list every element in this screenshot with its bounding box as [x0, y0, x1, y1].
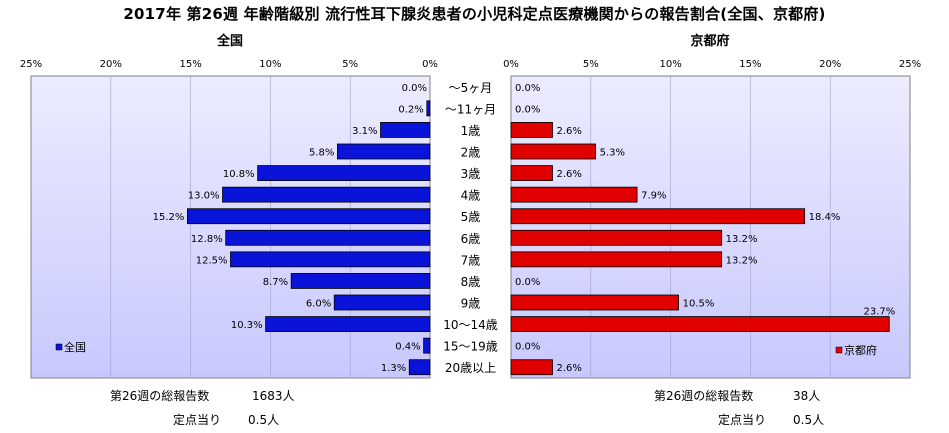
national-per-site-value: 0.5人 — [248, 413, 280, 427]
national-legend-label: 全国 — [64, 340, 86, 354]
national-data-label: 3.1% — [352, 126, 377, 137]
national-total-value: 1683人 — [252, 389, 295, 403]
kyoto-data-label: 0.0% — [515, 104, 540, 115]
kyoto-x-tick-label: 5% — [583, 59, 599, 70]
national-x-tick-label: 5% — [342, 59, 358, 70]
kyoto-bar — [510, 251, 723, 268]
age-group-label: 15～19歳 — [443, 340, 498, 354]
kyoto-data-label: 0.0% — [515, 277, 540, 288]
kyoto-x-tick-label: 15% — [739, 59, 761, 70]
national-x-tick-label: 15% — [179, 59, 201, 70]
kyoto-x-tick-label: 0% — [503, 59, 519, 70]
national-bar — [426, 100, 431, 117]
national-panel-title: 全国 — [216, 33, 243, 49]
kyoto-bar — [510, 294, 679, 311]
chart-title: 2017年 第26週 年齢階級別 流行性耳下腺炎患者の小児科定点医療機関からの報… — [123, 5, 826, 23]
national-data-label: 8.7% — [263, 277, 288, 288]
age-group-label: 5歳 — [461, 210, 481, 224]
kyoto-data-label: 13.2% — [726, 234, 758, 245]
national-bar — [257, 165, 431, 181]
kyoto-x-tick-label: 10% — [659, 59, 681, 70]
kyoto-per-site-value: 0.5人 — [793, 413, 825, 427]
kyoto-data-label: 23.7% — [863, 307, 895, 318]
age-group-label: ～11ヶ月 — [445, 102, 496, 116]
age-group-label: 3歳 — [461, 167, 481, 181]
national-data-label: 12.5% — [196, 255, 228, 266]
national-data-label: 12.8% — [191, 234, 223, 245]
national-data-label: 10.8% — [223, 169, 255, 180]
national-data-label: 6.0% — [306, 299, 331, 310]
kyoto-data-label: 0.0% — [515, 83, 540, 94]
age-group-label: 8歳 — [461, 275, 481, 289]
age-group-label: 1歳 — [461, 124, 481, 138]
age-group-label: 6歳 — [461, 232, 481, 246]
national-data-label: 13.0% — [188, 191, 220, 202]
kyoto-data-label: 7.9% — [641, 191, 666, 202]
age-group-label: 7歳 — [461, 253, 481, 267]
national-per-site-label: 定点当り — [173, 413, 222, 427]
national-bar — [380, 122, 431, 138]
age-group-label: ～5ヶ月 — [449, 81, 493, 95]
national-bar — [225, 229, 431, 246]
national-x-tick-label: 0% — [422, 59, 438, 70]
national-data-label: 5.8% — [309, 148, 334, 159]
kyoto-data-label: 5.3% — [600, 148, 625, 159]
kyoto-bar — [510, 359, 553, 376]
national-data-label: 0.4% — [395, 342, 420, 353]
national-bar — [423, 337, 431, 354]
kyoto-bar — [510, 208, 806, 225]
kyoto-bar — [510, 165, 553, 181]
national-bar — [408, 359, 431, 376]
kyoto-data-label: 2.6% — [556, 363, 581, 374]
kyoto-data-label: 2.6% — [556, 169, 581, 180]
kyoto-data-label: 10.5% — [683, 299, 715, 310]
national-total-label: 第26週の総報告数 — [110, 389, 210, 403]
kyoto-total-label: 第26週の総報告数 — [654, 389, 754, 403]
national-x-tick-label: 10% — [259, 59, 281, 70]
national-data-label: 15.2% — [153, 212, 185, 223]
kyoto-panel-title: 京都府 — [690, 33, 729, 49]
kyoto-bar — [510, 122, 553, 138]
national-data-label: 1.3% — [381, 363, 406, 374]
age-group-label: 2歳 — [461, 146, 481, 160]
kyoto-bar — [510, 229, 723, 246]
national-data-label: 0.0% — [402, 83, 427, 94]
kyoto-bar — [510, 143, 596, 160]
national-bar — [265, 316, 431, 332]
kyoto-legend-swatch — [835, 346, 843, 354]
national-bar — [337, 143, 431, 160]
kyoto-total-value: 38人 — [793, 389, 821, 403]
national-bar — [187, 208, 431, 225]
kyoto-per-site-label: 定点当り — [718, 413, 767, 427]
national-bar — [333, 294, 431, 311]
kyoto-plot-area — [510, 75, 911, 379]
national-bar — [230, 251, 431, 268]
national-x-tick-label: 20% — [100, 59, 122, 70]
kyoto-bar — [510, 186, 638, 203]
kyoto-data-label: 13.2% — [726, 255, 758, 266]
national-x-tick-label: 25% — [20, 59, 42, 70]
national-legend-swatch — [55, 343, 63, 351]
national-bar — [290, 273, 431, 289]
age-group-label: 4歳 — [461, 189, 481, 203]
kyoto-legend-label: 京都府 — [844, 343, 877, 357]
kyoto-bar — [510, 316, 890, 332]
kyoto-data-label: 2.6% — [556, 126, 581, 137]
national-data-label: 10.3% — [231, 320, 263, 331]
kyoto-data-label: 0.0% — [515, 342, 540, 353]
national-plot-area — [30, 75, 431, 379]
age-group-label: 10～14歳 — [443, 318, 498, 332]
age-group-label: 9歳 — [461, 297, 481, 311]
kyoto-x-tick-label: 25% — [899, 59, 921, 70]
age-group-label: 20歳以上 — [445, 361, 496, 375]
kyoto-data-label: 18.4% — [809, 212, 841, 223]
national-bar — [222, 186, 431, 203]
national-data-label: 0.2% — [398, 104, 423, 115]
kyoto-x-tick-label: 20% — [819, 59, 841, 70]
